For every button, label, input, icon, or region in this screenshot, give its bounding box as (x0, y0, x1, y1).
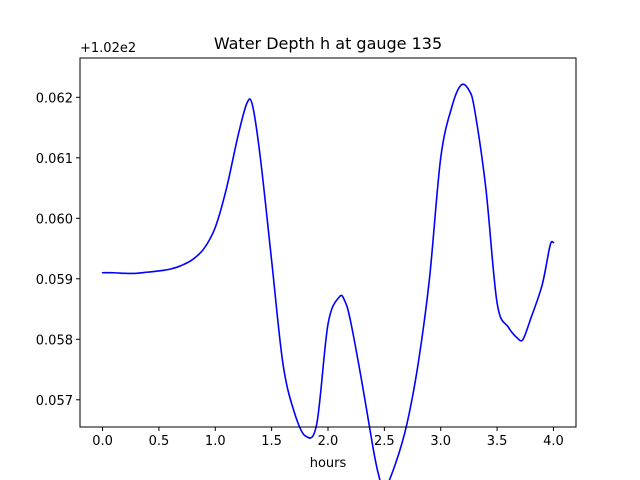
x-tick-label: 3.0 (430, 434, 451, 449)
y-tick-label: 0.058 (36, 333, 73, 348)
x-tick-label: 1.5 (261, 434, 282, 449)
x-tick-label: 2.5 (374, 434, 395, 449)
y-tick-label: 0.062 (36, 91, 73, 106)
x-tick-label: 1.0 (205, 434, 226, 449)
x-tick-label: 3.5 (487, 434, 508, 449)
y-offset-label: +1.02e2 (80, 41, 136, 56)
x-tick-label: 0.0 (92, 434, 113, 449)
y-axis: 0.057 0.058 0.059 0.060 0.061 0.062 (36, 91, 80, 409)
x-tick-label: 4.0 (543, 434, 564, 449)
series-line-0 (101, 83, 555, 480)
x-axis: 0.0 0.5 1.0 1.5 2.0 2.5 3.0 3.5 4.0 (92, 427, 564, 449)
y-tick-label: 0.060 (36, 212, 73, 227)
plot-area (101, 83, 555, 480)
x-tick-label: 0.5 (149, 434, 170, 449)
x-tick-label: 2.0 (318, 434, 339, 449)
y-tick-label: 0.061 (36, 152, 73, 167)
y-tick-label: 0.059 (36, 273, 73, 288)
y-tick-label: 0.057 (36, 394, 73, 409)
x-axis-label: hours (310, 456, 347, 471)
chart-title: Water Depth h at gauge 135 (214, 34, 442, 53)
